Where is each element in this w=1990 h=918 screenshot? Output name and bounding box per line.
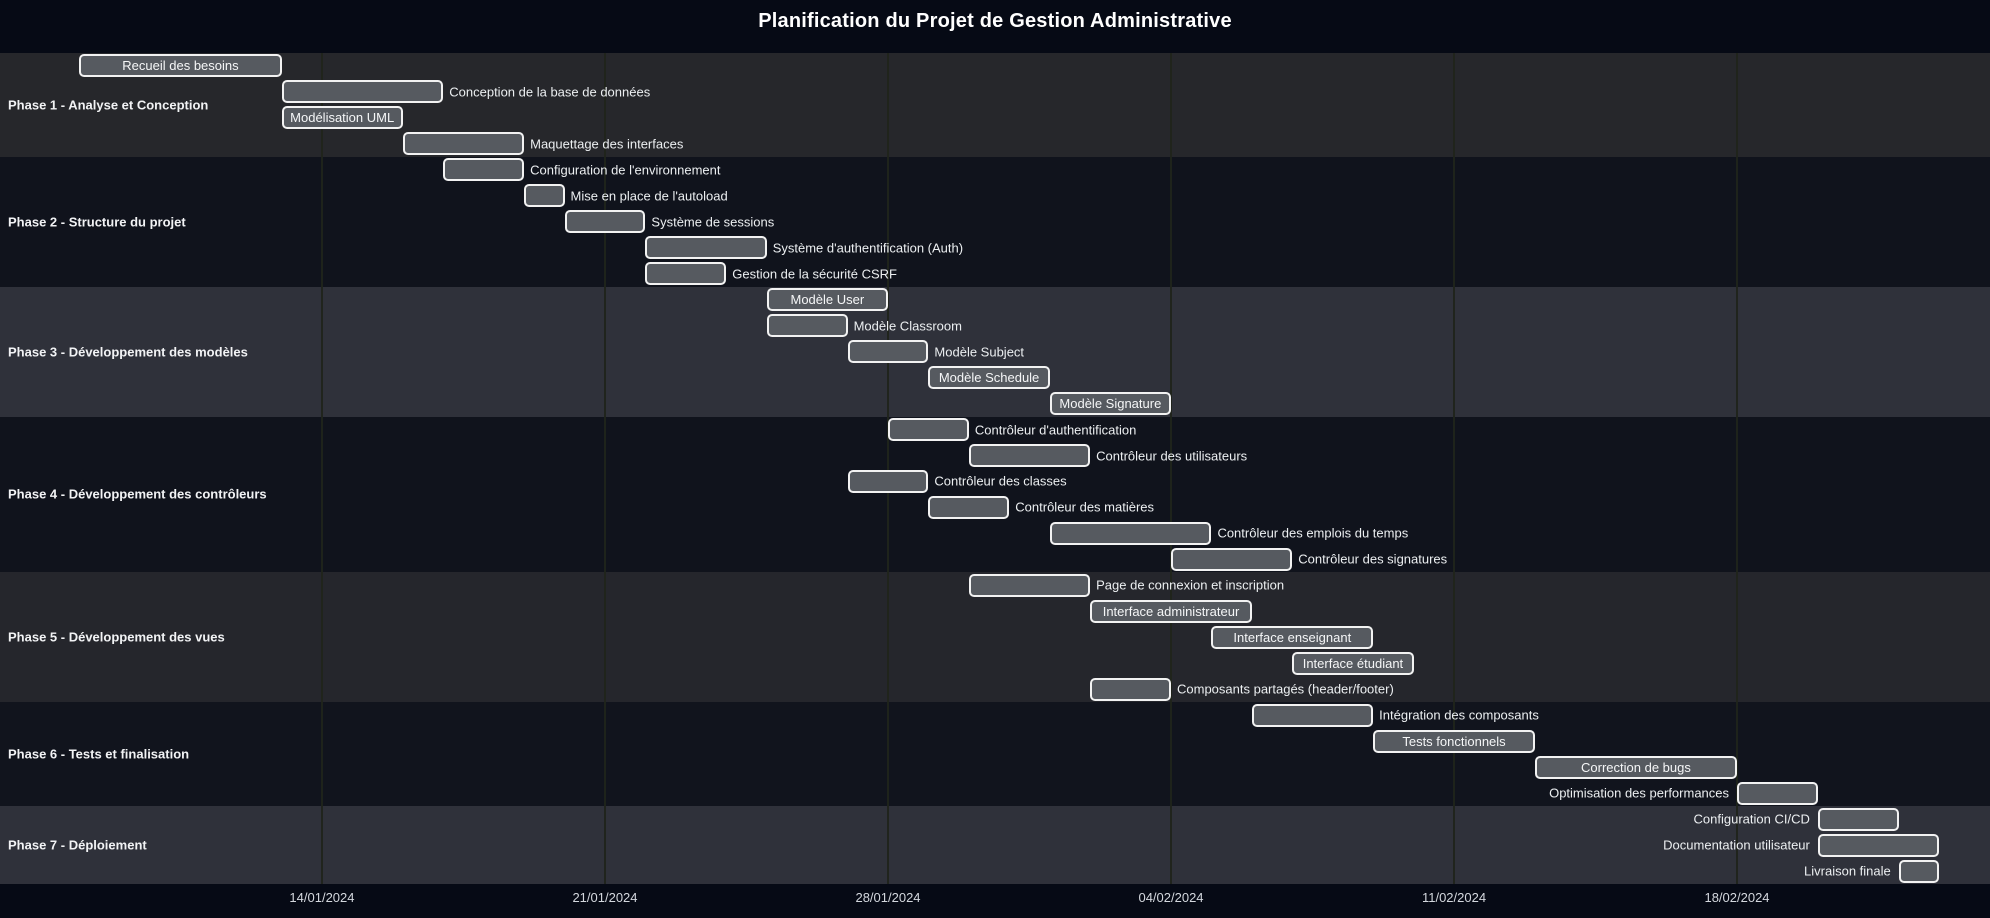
task-label: Documentation utilisateur — [1663, 837, 1810, 853]
task-label: Modèle User — [790, 292, 865, 308]
chart-title: Planification du Projet de Gestion Admin… — [758, 10, 1232, 32]
week-gridline — [603, 53, 606, 884]
axis-tick-label: 11/02/2024 — [1421, 890, 1487, 905]
phase-label: Phase 3 - Développement des modèles — [8, 344, 248, 360]
task-label: Système de sessions — [651, 214, 775, 230]
task-bar: Tests fonctionnels — [1373, 729, 1535, 753]
task-bar — [888, 418, 969, 442]
task-bar — [766, 314, 848, 338]
task-bar — [928, 495, 1010, 519]
task-bar — [281, 80, 444, 104]
task-bar — [1090, 677, 1171, 701]
task-label: Page de connexion et inscription — [1096, 577, 1285, 593]
axis-tick-label: 28/01/2024 — [855, 890, 921, 905]
task-label: Contrôleur des utilisateurs — [1096, 448, 1248, 464]
task-label: Contrôleur d'authentification — [974, 422, 1137, 438]
task-bar — [1817, 807, 1899, 831]
task-bar — [443, 158, 525, 182]
task-bar: Interface étudiant — [1292, 651, 1414, 675]
phase-band — [0, 53, 1990, 157]
phase-band — [0, 806, 1990, 884]
task-bar — [645, 262, 727, 286]
task-bar: Recueil des besoins — [79, 54, 282, 78]
task-bar — [1251, 703, 1374, 727]
task-label: Intégration des composants — [1379, 707, 1539, 723]
task-bar — [645, 236, 767, 260]
phase-label: Phase 5 - Développement des vues — [8, 629, 225, 645]
phase-label: Phase 4 - Développement des contrôleurs — [8, 486, 267, 502]
task-label: Livraison finale — [1804, 863, 1891, 879]
phase-band — [0, 156, 1990, 287]
task-bar — [1737, 781, 1818, 805]
task-label: Configuration CI/CD — [1693, 811, 1810, 827]
week-gridline — [320, 53, 323, 884]
task-label: Mise en place de l'autoload — [570, 188, 728, 204]
task-bar — [564, 210, 646, 234]
task-bar: Modèle Schedule — [928, 366, 1050, 390]
week-gridline — [887, 53, 889, 884]
task-label: Modèle Subject — [934, 344, 1025, 360]
task-label: Contrôleur des signatures — [1298, 551, 1448, 567]
task-bar: Interface administrateur — [1090, 599, 1252, 623]
axis-tick-label: 14/01/2024 — [289, 890, 355, 905]
phase-band — [0, 416, 1990, 573]
task-bar — [524, 184, 565, 208]
task-label: Contrôleur des emplois du temps — [1217, 525, 1409, 541]
task-bar: Modèle User — [766, 288, 888, 312]
phase-label: Phase 1 - Analyse et Conception — [8, 97, 209, 113]
task-label: Interface enseignant — [1233, 629, 1352, 645]
task-bar: Modèle Signature — [1049, 392, 1171, 416]
phase-band — [0, 702, 1990, 807]
task-label: Gestion de la sécurité CSRF — [732, 266, 897, 282]
task-label: Configuration de l'environnement — [530, 162, 721, 178]
phase-label: Phase 2 - Structure du projet — [8, 214, 186, 230]
task-label: Conception de la base de données — [449, 84, 651, 100]
task-label: Contrôleur des classes — [934, 473, 1067, 489]
axis-tick-label: 18/02/2024 — [1704, 890, 1770, 905]
week-gridline — [1170, 53, 1172, 884]
task-bar — [968, 444, 1091, 468]
task-label: Modélisation UML — [290, 110, 395, 126]
task-label: Recueil des besoins — [122, 58, 239, 74]
axis-tick-label: 21/01/2024 — [572, 890, 638, 905]
week-gridline — [1453, 53, 1456, 884]
task-bar — [968, 573, 1091, 597]
task-label: Correction de bugs — [1581, 759, 1691, 775]
task-label: Maquettage des interfaces — [530, 136, 684, 152]
task-label: Système d'authentification (Auth) — [772, 240, 964, 256]
task-bar: Modélisation UML — [281, 106, 403, 130]
task-bar — [1171, 547, 1293, 571]
task-bar: Correction de bugs — [1534, 755, 1738, 779]
task-bar — [847, 469, 929, 493]
week-gridline — [1736, 53, 1739, 884]
task-label: Optimisation des performances — [1549, 785, 1730, 801]
task-label: Modèle Signature — [1059, 396, 1162, 412]
axis-tick-label: 04/02/2024 — [1138, 890, 1204, 905]
task-bar — [847, 340, 929, 364]
task-bar — [1049, 521, 1212, 545]
task-bar: Interface enseignant — [1211, 625, 1374, 649]
task-label: Modèle Classroom — [853, 318, 962, 334]
phase-band — [0, 286, 1990, 417]
task-bar — [402, 132, 525, 156]
task-bar — [1817, 833, 1940, 857]
phase-label: Phase 6 - Tests et finalisation — [8, 746, 190, 762]
task-label: Tests fonctionnels — [1402, 733, 1506, 749]
task-label: Composants partagés (header/footer) — [1177, 681, 1394, 697]
task-label: Interface administrateur — [1102, 603, 1240, 619]
task-label: Contrôleur des matières — [1015, 499, 1155, 515]
task-label: Interface étudiant — [1302, 655, 1404, 671]
phase-label: Phase 7 - Déploiement — [8, 837, 147, 853]
task-bar — [1898, 859, 1940, 883]
task-label: Modèle Schedule — [938, 370, 1040, 386]
